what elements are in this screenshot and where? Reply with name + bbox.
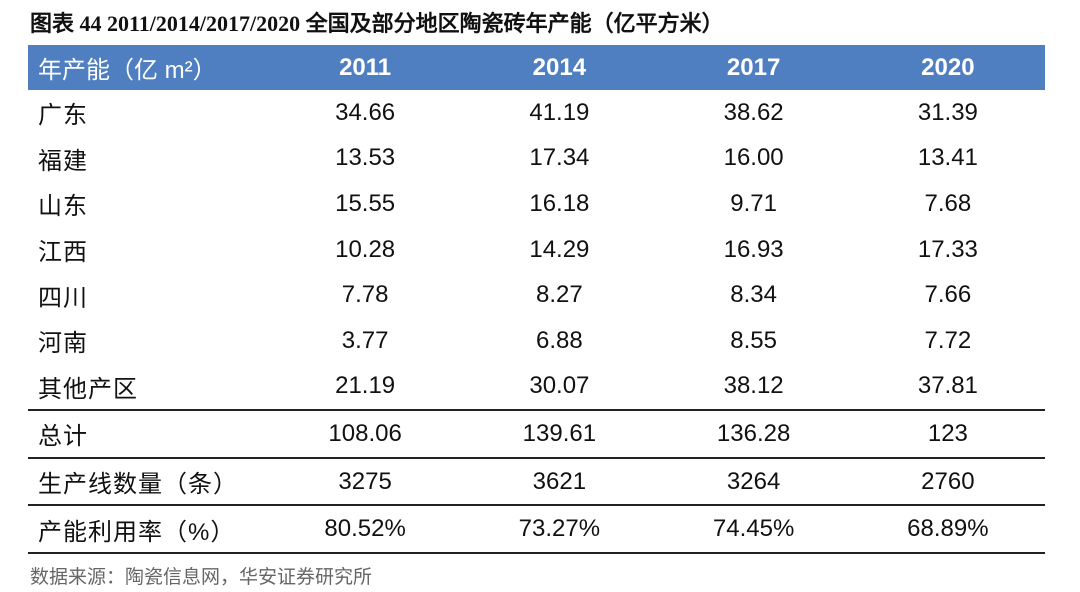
cell-value: 16.18 — [529, 189, 590, 217]
column-header: 2014 — [462, 45, 657, 90]
table-row: 河南 3.77 6.88 8.55 7.72 — [28, 318, 1045, 364]
row-label: 河南 — [38, 330, 88, 358]
row-label: 总计 — [28, 410, 268, 459]
cell-value: 16.00 — [723, 144, 784, 172]
cell-value: 3.77 — [341, 326, 389, 354]
cell-value: 14.29 — [529, 235, 590, 263]
cell-value: 136.28 — [656, 410, 851, 459]
cell-value: 13.41 — [917, 144, 978, 172]
row-label: 山东 — [38, 193, 88, 221]
cell-value: 38.12 — [656, 363, 851, 412]
table-row: 广东 34.66 41.19 38.62 31.39 — [28, 90, 1045, 136]
cell-value: 6.88 — [536, 326, 583, 354]
column-header: 2011 — [268, 45, 463, 90]
cell-value: 139.61 — [462, 410, 657, 459]
table-row: 生产线数量（条） 3275 3621 3264 2760 — [28, 457, 1045, 507]
cell-value: 2760 — [850, 457, 1045, 507]
column-header: 2017 — [656, 45, 851, 90]
cell-value: 15.55 — [335, 189, 396, 217]
cell-value: 37.81 — [850, 363, 1045, 412]
table-row: 福建 13.53 17.34 16.00 13.41 — [28, 136, 1045, 182]
cell-value: 8.34 — [730, 281, 777, 309]
cell-value: 7.66 — [924, 281, 972, 309]
column-header: 年产能（亿 m²） — [28, 45, 268, 90]
row-label: 广东 — [38, 102, 88, 130]
cell-value: 73.27% — [462, 505, 657, 554]
table-row: 其他产区 21.19 30.07 38.12 37.81 — [28, 363, 1045, 412]
cell-value: 3264 — [656, 457, 851, 507]
column-header: 2020 — [850, 45, 1045, 90]
data-table: 年产能（亿 m²） 2011 2014 2017 2020 广东 34.66 41.19 38… — [28, 45, 1045, 554]
cell-value: 34.66 — [335, 98, 396, 126]
title: 图表 44 2011/2014/2017/2020 全国及部分地区陶瓷砖年产能（… — [30, 11, 724, 36]
cell-value: 21.19 — [268, 363, 463, 412]
cell-value: 13.53 — [335, 144, 396, 172]
cell-value: 80.52% — [268, 505, 463, 554]
cell-value: 31.39 — [917, 98, 978, 126]
cell-value: 108.06 — [268, 410, 463, 459]
table-row: 山东 15.55 16.18 9.71 7.68 — [28, 181, 1045, 227]
cell-value: 7.78 — [341, 281, 389, 309]
table-row: 四川 7.78 8.27 8.34 7.66 — [28, 272, 1045, 318]
table-row: 产能利用率（%） 80.52% 73.27% 74.45% 68.89% — [28, 505, 1045, 554]
table-body: 广东 34.66 41.19 38.62 31.39 福建 13.53 17.34 16.00 1… — [28, 90, 1045, 554]
cell-value: 17.33 — [917, 235, 978, 263]
header-row: 年产能（亿 m²） 2011 2014 2017 2020 — [28, 45, 1045, 90]
cell-value: 9.71 — [730, 189, 777, 217]
row-label: 四川 — [38, 284, 88, 312]
cell-value: 41.19 — [529, 98, 590, 126]
cell-value: 38.62 — [723, 98, 784, 126]
table-row: 总计 108.06 139.61 136.28 123 — [28, 410, 1045, 459]
cell-value: 123 — [850, 410, 1045, 459]
cell-value: 3275 — [268, 457, 463, 507]
cell-value: 3621 — [462, 457, 657, 507]
cell-value: 74.45% — [656, 505, 851, 554]
row-label: 生产线数量（条） — [28, 457, 268, 507]
row-label: 福建 — [38, 147, 88, 175]
cell-value: 16.93 — [723, 235, 784, 263]
row-label: 其他产区 — [28, 363, 268, 412]
cell-value: 10.28 — [335, 235, 396, 263]
cell-value: 68.89% — [850, 505, 1045, 554]
cell-value: 30.07 — [462, 363, 657, 412]
row-label: 江西 — [38, 239, 88, 267]
cell-value: 7.68 — [924, 189, 972, 217]
table-row: 江西 10.28 14.29 16.93 17.33 — [28, 227, 1045, 273]
cell-value: 7.72 — [924, 326, 972, 354]
source-note: 数据来源：陶瓷信息网，华安证券研究所 — [30, 567, 373, 588]
cell-value: 8.27 — [536, 281, 583, 309]
row-label: 产能利用率（%） — [28, 505, 268, 554]
cell-value: 8.55 — [730, 326, 777, 354]
cell-value: 17.34 — [529, 144, 590, 172]
